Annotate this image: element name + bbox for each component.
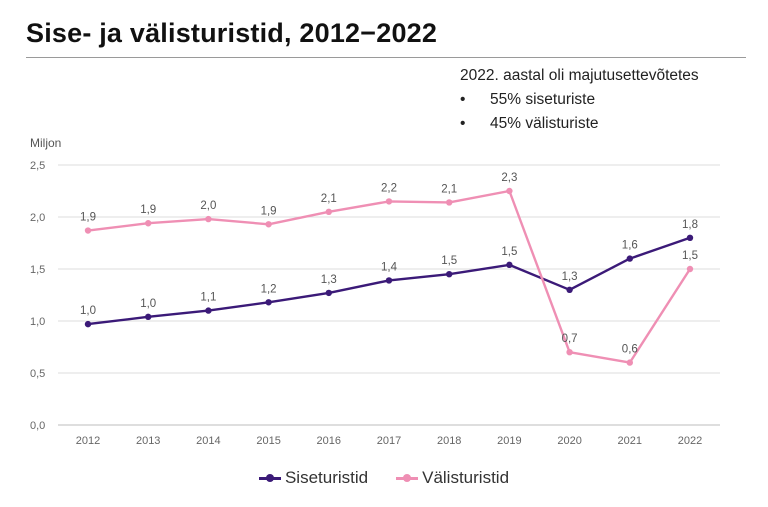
- data-point: [325, 289, 332, 297]
- data-label: 2,1: [441, 183, 457, 195]
- x-tick-label: 2012: [76, 435, 100, 447]
- data-point: [205, 215, 212, 223]
- data-label: 1,2: [261, 283, 277, 295]
- y-axis-label: Miljon: [30, 136, 61, 150]
- legend-swatch-valisturistid: [396, 474, 419, 482]
- data-label: 0,6: [622, 344, 638, 356]
- data-point: [84, 227, 92, 234]
- note-heading: 2022. aastal oli majutusettevõtetes: [460, 67, 699, 84]
- data-label: 1,0: [140, 298, 156, 310]
- data-point: [265, 299, 272, 306]
- data-point: [84, 320, 92, 328]
- x-tick-label: 2016: [317, 435, 341, 447]
- x-tick-label: 2018: [437, 435, 461, 447]
- x-tick-label: 2015: [256, 435, 280, 447]
- note-bullet-text: 55% siseturiste: [490, 91, 596, 108]
- data-label: 1,9: [261, 205, 277, 217]
- y-tick-label: 0,5: [30, 368, 45, 380]
- note-bullet: • 45% välisturiste: [460, 112, 699, 136]
- data-point: [566, 286, 573, 293]
- data-label: 1,3: [321, 274, 337, 286]
- data-point: [205, 307, 212, 314]
- data-point: [626, 255, 633, 262]
- data-label: 2,2: [381, 182, 397, 194]
- data-label: 1,0: [80, 305, 96, 317]
- data-label: 1,4: [381, 261, 398, 273]
- y-tick-label: 0,0: [30, 420, 45, 432]
- data-point: [506, 261, 513, 269]
- data-label: 1,5: [682, 250, 698, 262]
- data-point: [446, 271, 453, 278]
- data-point: [686, 265, 694, 273]
- x-tick-label: 2022: [678, 435, 702, 447]
- data-point: [145, 313, 152, 321]
- y-tick-label: 2,5: [30, 160, 45, 172]
- data-point: [446, 199, 453, 206]
- data-point: [506, 187, 513, 195]
- data-label: 1,1: [200, 292, 216, 304]
- x-tick-label: 2020: [557, 435, 581, 447]
- x-tick-label: 2021: [618, 435, 642, 447]
- data-label: 1,9: [140, 204, 156, 216]
- data-point: [385, 198, 393, 205]
- data-label: 1,5: [441, 255, 457, 267]
- data-point: [626, 359, 633, 366]
- note-bullet: • 55% siseturiste: [460, 88, 699, 112]
- legend-item-siseturistid: Siseturistid: [258, 468, 369, 488]
- legend-item-valisturistid: Välisturistid: [396, 468, 509, 488]
- y-tick-label: 1,0: [30, 316, 45, 328]
- data-label: 1,8: [682, 219, 698, 231]
- legend-label: Välisturistid: [422, 468, 510, 487]
- x-tick-label: 2014: [196, 435, 220, 447]
- legend-swatch-siseturistid: [258, 474, 281, 482]
- data-label: 1,9: [80, 212, 96, 224]
- legend-label: Siseturistid: [284, 468, 369, 487]
- data-label: 0,7: [562, 333, 578, 345]
- data-label: 2,3: [501, 172, 517, 184]
- y-tick-label: 1,5: [30, 264, 45, 276]
- line-chart: Miljon 0,0 0,5 1,0 1,5 2,0 2,5 2012 2013 2014 2015…: [30, 136, 720, 447]
- x-tick-label: 2019: [497, 435, 521, 447]
- data-label: 1,5: [501, 246, 517, 258]
- bullet-icon: •: [460, 91, 466, 108]
- bullet-icon: •: [460, 115, 466, 132]
- data-point: [686, 234, 694, 241]
- title-divider: [26, 57, 746, 58]
- data-point: [325, 208, 332, 215]
- data-point: [385, 277, 393, 284]
- chart-legend: Siseturistid Välisturistid: [0, 468, 768, 488]
- data-label: 2,0: [200, 200, 216, 212]
- x-tick-label: 2017: [377, 435, 401, 447]
- data-point: [145, 220, 152, 227]
- note-bullet-text: 45% välisturiste: [490, 115, 599, 132]
- data-point: [566, 349, 573, 356]
- info-note: 2022. aastal oli majutusettevõtetes • 55…: [460, 64, 699, 136]
- data-label: 2,1: [321, 193, 337, 205]
- data-label: 1,3: [562, 271, 578, 283]
- data-label: 1,6: [622, 240, 638, 252]
- y-tick-label: 2,0: [30, 212, 45, 224]
- chart-title: Sise- ja välisturistid, 2012−2022: [26, 18, 438, 48]
- x-tick-label: 2013: [136, 435, 160, 447]
- data-point: [265, 221, 272, 228]
